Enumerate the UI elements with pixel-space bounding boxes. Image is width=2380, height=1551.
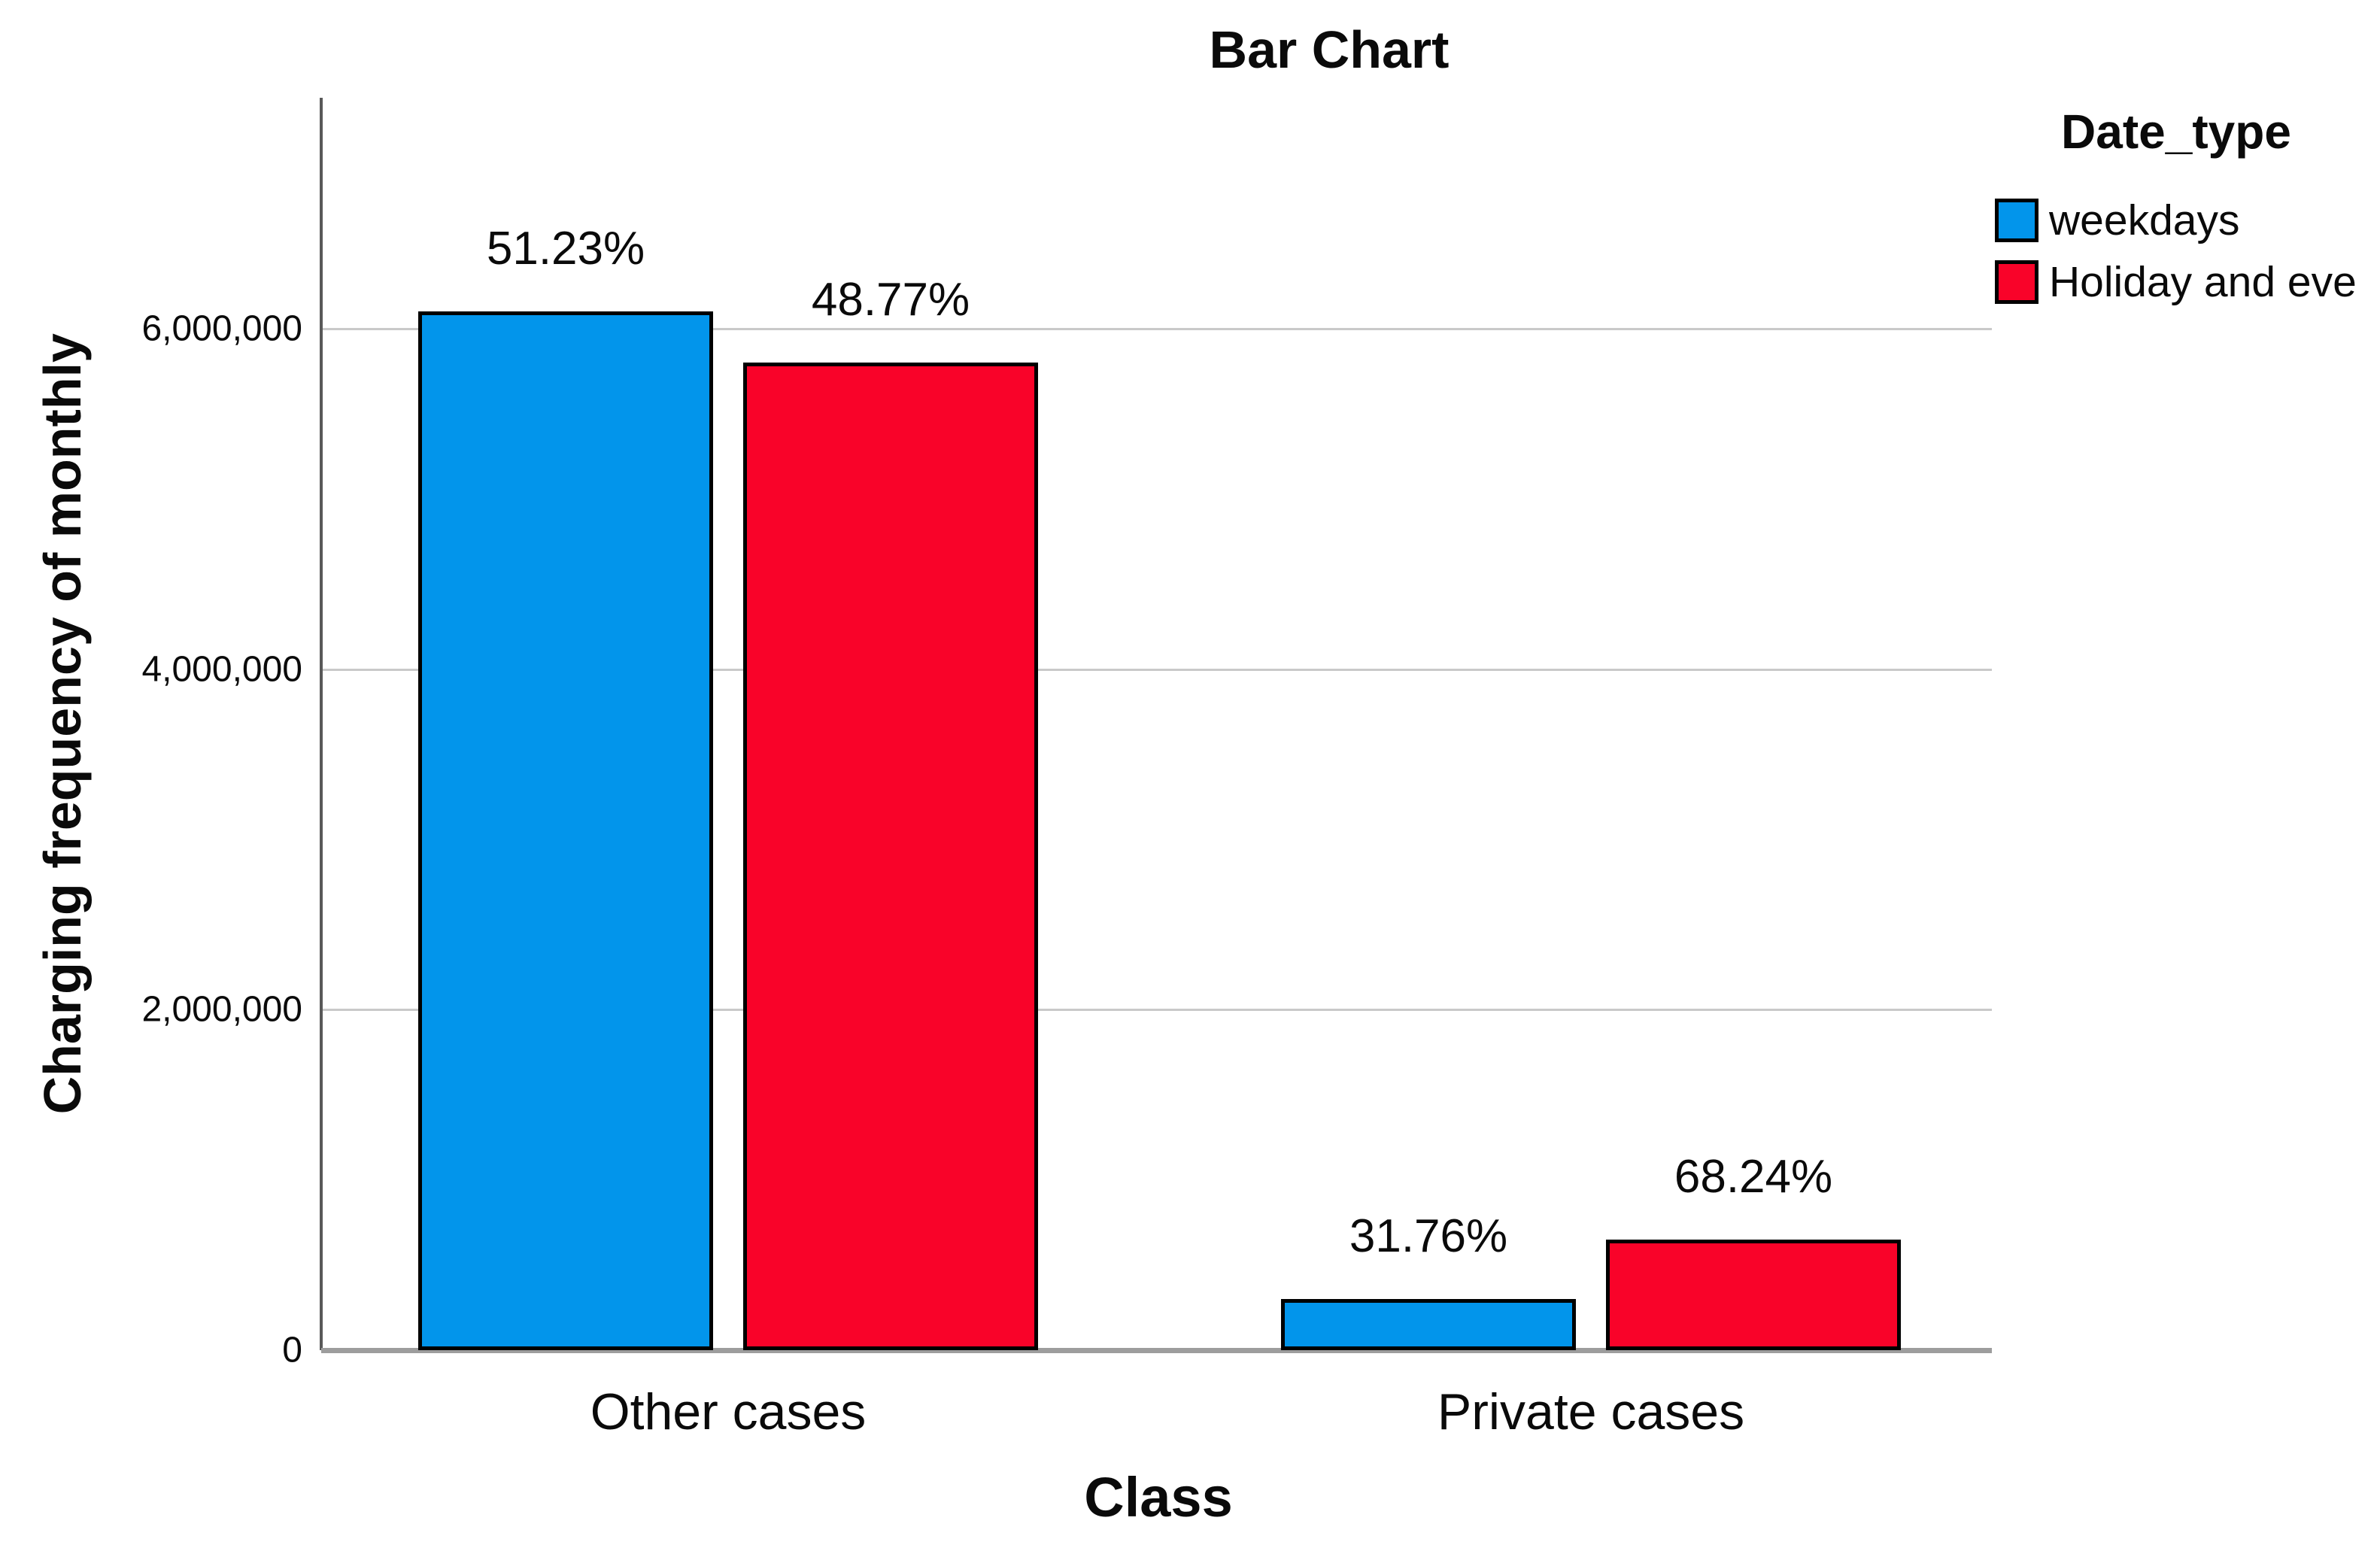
- y-gridline: [321, 669, 1992, 671]
- legend-swatch-weekdays: [1995, 199, 2038, 242]
- legend-item-label: weekdays: [2049, 196, 2240, 244]
- legend: Date_type weekdays Holiday and eve: [1995, 104, 2357, 319]
- bar-weekdays-2: [1281, 1299, 1576, 1350]
- y-axis-title-wrap: Charging frequency of monthly: [21, 98, 104, 1350]
- legend-title: Date_type: [2061, 105, 2291, 159]
- chart-title: Bar Chart: [1209, 20, 1450, 79]
- bar-percentage-label: 48.77%: [811, 274, 970, 326]
- bar-percentage-label: 68.24%: [1674, 1151, 1833, 1203]
- legend-items: weekdays Holiday and eve: [1995, 196, 2357, 307]
- bar-percentage-label: 31.76%: [1349, 1210, 1508, 1262]
- legend-swatch-holiday-and-eve: [1995, 260, 2038, 304]
- y-axis-title: Charging frequency of monthly: [33, 333, 92, 1115]
- y-axis-line: [320, 98, 323, 1350]
- bar-weekdays-1: [418, 311, 713, 1350]
- bar-holiday-and-eve-2: [1606, 1240, 1901, 1350]
- bar-holiday-and-eve-1: [743, 363, 1038, 1350]
- y-tick-label: 2,000,000: [141, 989, 302, 1030]
- y-tick-label: 6,000,000: [141, 308, 302, 349]
- legend-item: weekdays: [1995, 196, 2357, 245]
- y-gridline: [321, 1009, 1992, 1011]
- y-gridline: [321, 328, 1992, 330]
- y-tick-label: 0: [282, 1330, 302, 1370]
- x-axis-baseline: [321, 1348, 1992, 1353]
- x-category-label: Private cases: [1437, 1383, 1745, 1440]
- bar-percentage-label: 51.23%: [486, 223, 645, 275]
- legend-item-label: Holiday and eve: [2049, 258, 2357, 306]
- x-axis-title: Class: [1084, 1466, 1233, 1528]
- legend-item: Holiday and eve: [1995, 257, 2357, 307]
- x-category-label: Other cases: [590, 1383, 867, 1440]
- y-tick-label: 4,000,000: [141, 649, 302, 690]
